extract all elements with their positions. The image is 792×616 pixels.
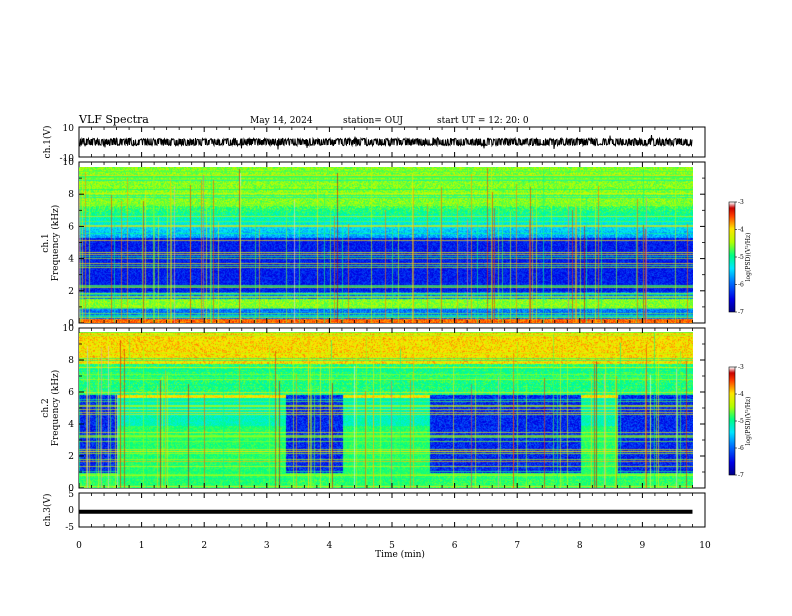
colorbar-ch1-gradient [729, 202, 735, 312]
colorbar-ch2-gradient [729, 367, 735, 475]
colorbar-ch1-label: log(PSD)(V²/Hz) [745, 233, 752, 282]
time-tick-label: 7 [514, 541, 520, 551]
colorbar-tick-label: -4 [738, 227, 744, 234]
freq-tick-label: 2 [68, 287, 74, 297]
freq-tick-label: 8 [68, 190, 74, 200]
time-tick-label: 2 [201, 541, 207, 551]
colorbar-tick-label: -6 [738, 282, 744, 289]
colorbar-tick-label: -7 [738, 472, 744, 479]
station-label: station= OUJ [343, 116, 403, 126]
freq-tick-label: 4 [68, 255, 74, 265]
colorbar-ch2-label: log(PSD)(V²/Hz) [745, 397, 752, 446]
freq-tick-label: 8 [68, 356, 74, 366]
ch1-ylabel: ch.1(V) [42, 126, 53, 159]
time-axis-label: Time (min) [375, 549, 425, 560]
ch1-spectrogram-image [79, 167, 693, 323]
figure-title: VLF Spectra [78, 113, 149, 126]
time-tick-label: 0 [76, 541, 82, 551]
ch2-spec-ylabel-top: ch.2 [41, 398, 51, 417]
time-tick-labels: 0 1 2 3 4 5 6 7 8 9 10 [76, 541, 711, 551]
ch3-ytick-mid: 0 [68, 506, 74, 516]
time-tick-label: 3 [264, 541, 270, 551]
freq-tick-label: 2 [68, 452, 74, 462]
time-tick-label: 10 [699, 541, 711, 551]
ch2-spectrogram-image [79, 332, 693, 488]
colorbar-tick-label: -5 [738, 254, 744, 261]
colorbar-tick-label: -6 [738, 445, 744, 452]
time-tick-label: 9 [640, 541, 646, 551]
time-tick-label: 1 [139, 541, 145, 551]
colorbar-ch1: -3 -4 -5 -6 -7 log(PSD)(V²/Hz) [728, 199, 752, 316]
ch1-spec-ylabel-top: ch.1 [41, 233, 51, 252]
time-ticks [78, 127, 706, 527]
ch2-spec-ylabel: Frequency (kHz) [50, 370, 61, 447]
freq-tick-label: 4 [68, 420, 74, 430]
ch1-spectrogram-panel: ch.1 Frequency (kHz) 0 2 4 6 8 10 [41, 158, 706, 329]
ch1-ytick-bottom: -10 [60, 154, 75, 164]
time-tick-label: 5 [389, 541, 395, 551]
colorbar-tick-label: -3 [738, 364, 744, 371]
colorbar-tick-label: -4 [738, 391, 744, 398]
date-label: May 14, 2024 [250, 116, 313, 126]
time-tick-label: 8 [577, 541, 583, 551]
colorbar-tick-label: -7 [738, 309, 744, 316]
ch3-ytick-top: 5 [68, 490, 74, 500]
ch1-ytick-top: 10 [63, 124, 75, 134]
freq-tick-label: 6 [68, 388, 74, 398]
freq-tick-label: 0 [68, 319, 74, 329]
ch3-ylabel: ch.3(V) [42, 494, 53, 527]
ch1-waveform-trace [78, 135, 693, 150]
ch3-waveform-panel: 5 0 -5 ch.3(V) [42, 490, 706, 533]
ch2-spectrogram-panel: ch.2 Frequency (kHz) 0 2 4 6 8 10 [41, 324, 706, 494]
freq-tick-label: 10 [63, 158, 75, 168]
colorbar-tick-label: -5 [738, 418, 744, 425]
ch3-ytick-bottom: -5 [65, 523, 74, 533]
colorbar-ch2: -3 -4 -5 -6 -7 log(PSD)(V²/Hz) [728, 364, 752, 479]
freq-tick-label: 6 [68, 222, 74, 232]
colorbar-tick-label: -3 [738, 199, 744, 206]
start-time-label: start UT = 12: 20: 0 [437, 116, 529, 126]
ch1-spec-ylabel: Frequency (kHz) [50, 205, 61, 282]
freq-tick-label: 0 [68, 484, 74, 494]
time-tick-label: 4 [327, 541, 333, 551]
time-tick-label: 6 [452, 541, 458, 551]
freq-tick-label: 10 [63, 324, 75, 334]
